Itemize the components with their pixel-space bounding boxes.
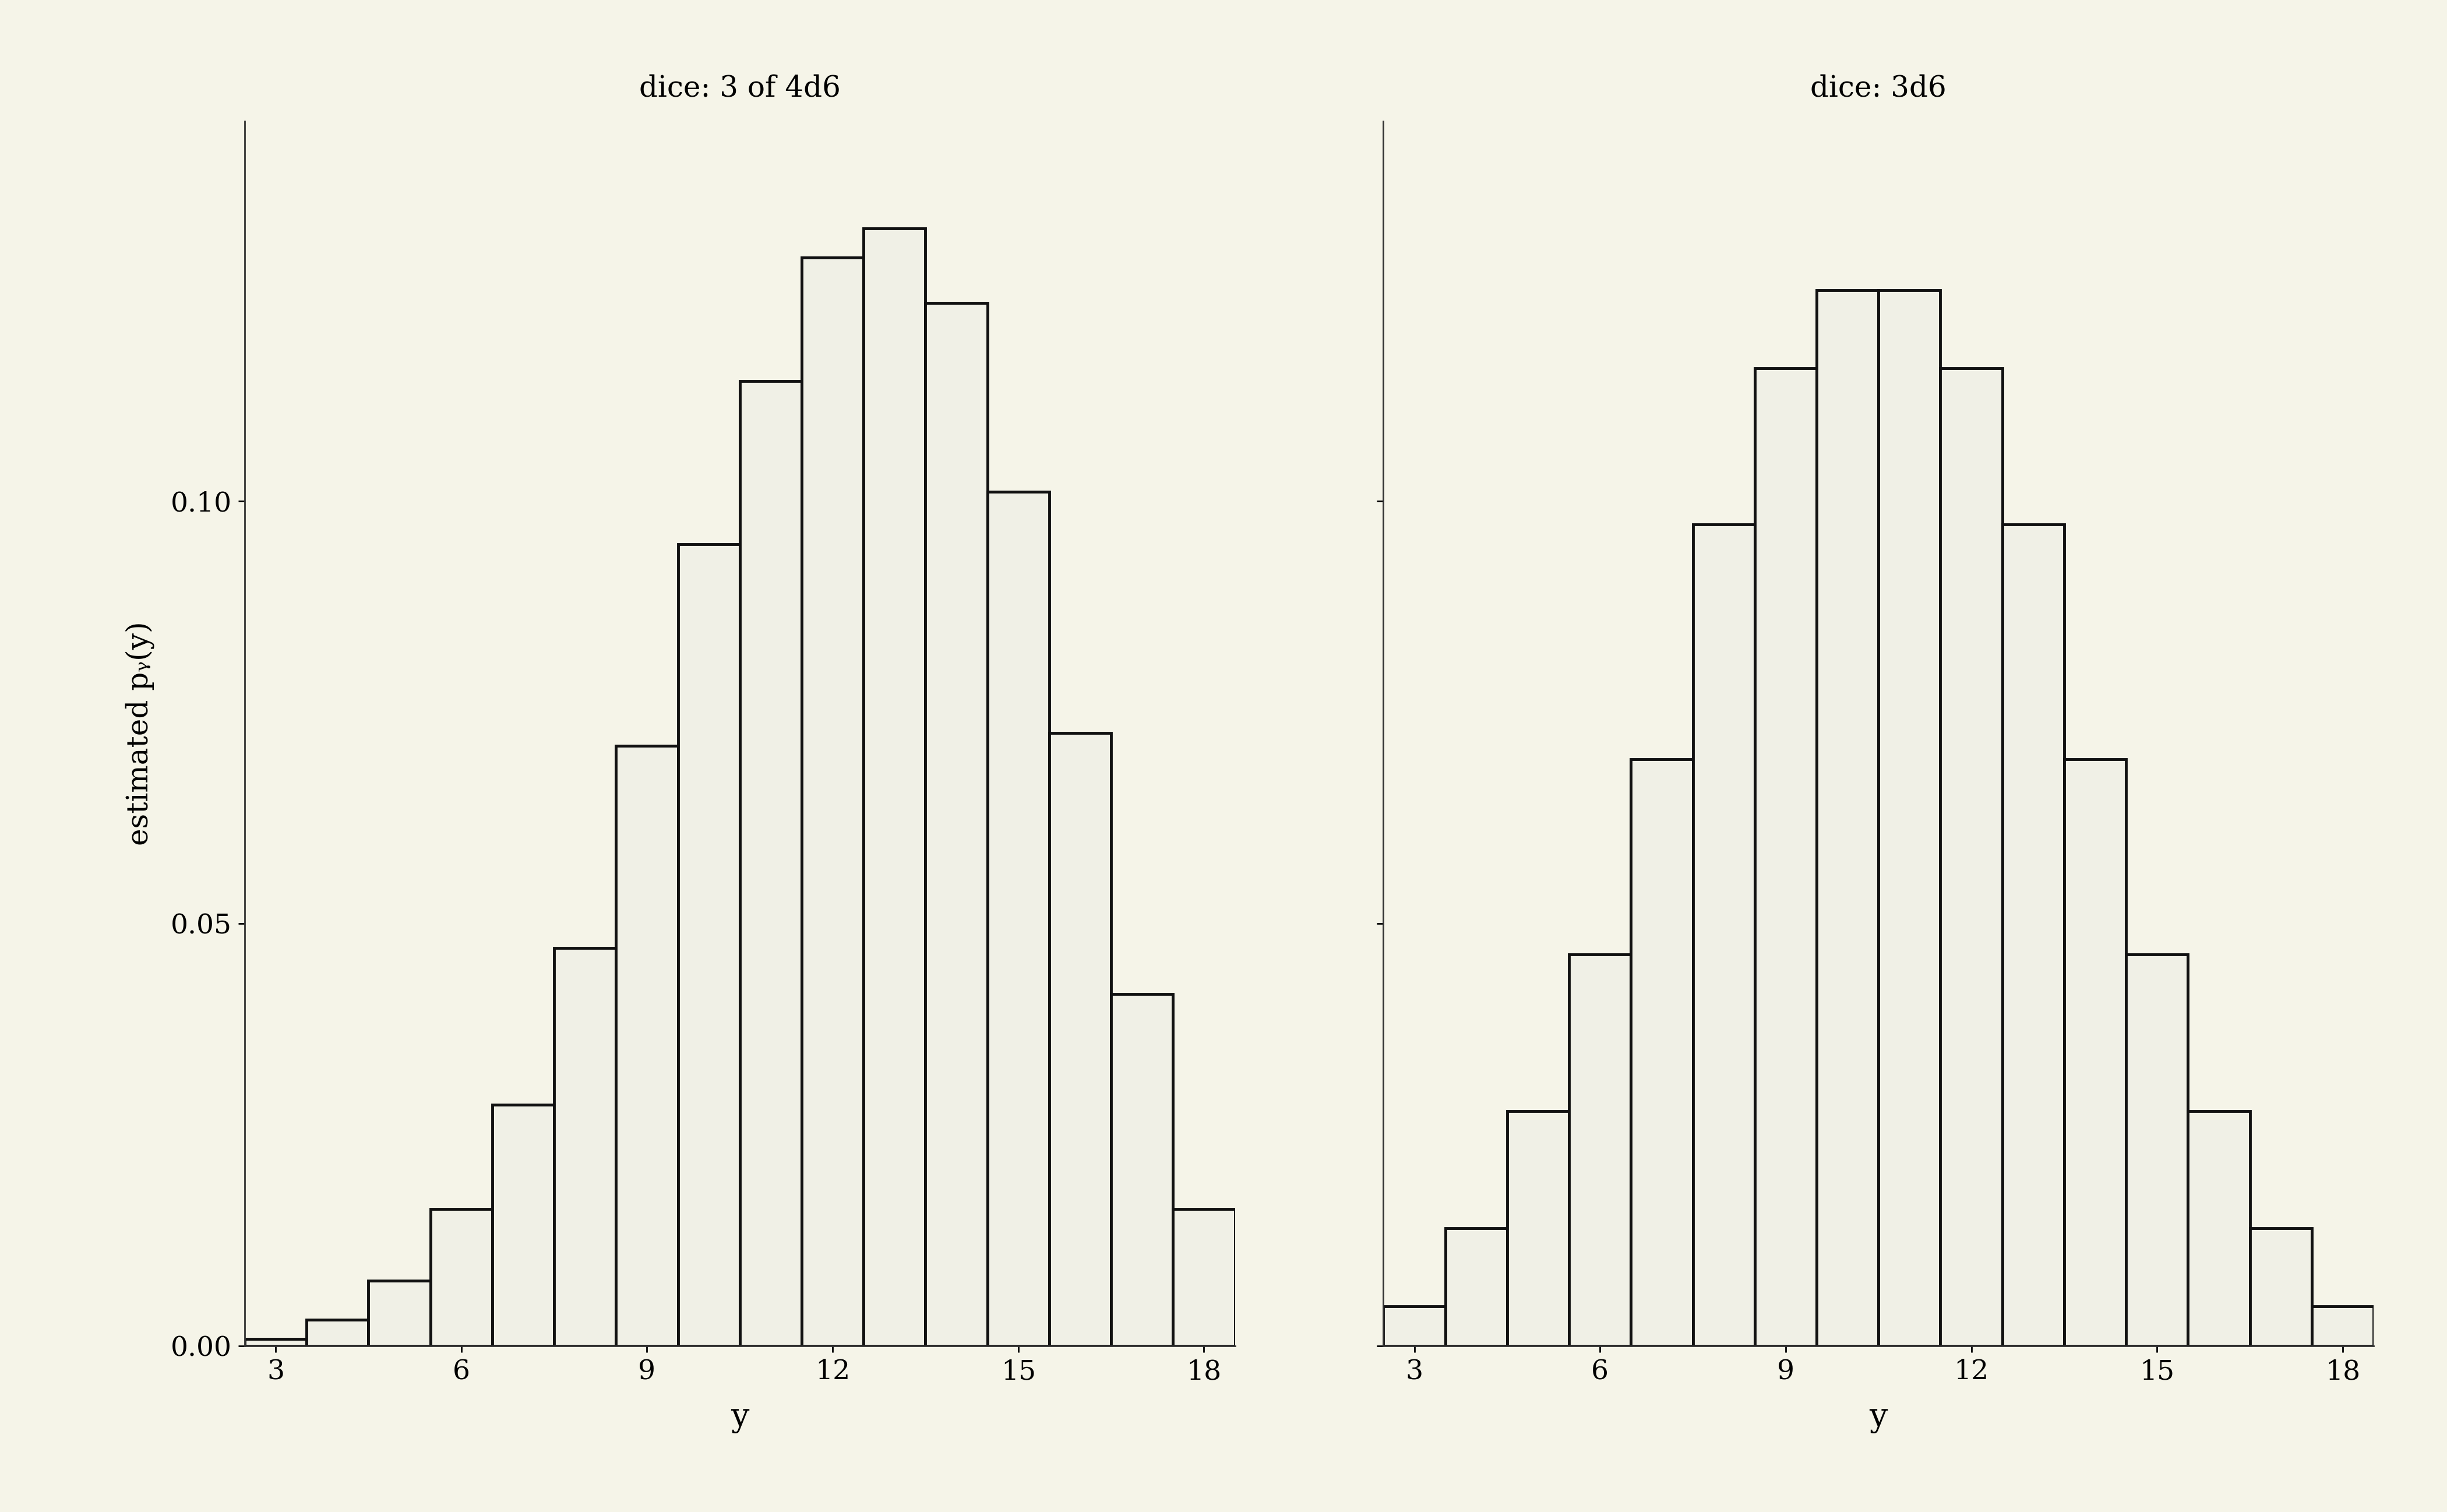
Bar xyxy=(1172,1208,1236,1346)
Bar xyxy=(1569,954,1632,1346)
Bar xyxy=(1446,1228,1507,1346)
Bar xyxy=(1940,367,2002,1346)
Bar xyxy=(1754,367,1816,1346)
Bar xyxy=(1632,759,1693,1346)
Bar xyxy=(553,948,617,1346)
Bar xyxy=(1879,290,1940,1346)
Bar xyxy=(431,1208,492,1346)
Bar xyxy=(1050,733,1111,1346)
Bar xyxy=(492,1105,553,1346)
Bar xyxy=(678,544,739,1346)
Bar xyxy=(2002,525,2065,1346)
Bar xyxy=(1507,1111,1569,1346)
Bar xyxy=(306,1320,369,1346)
Bar xyxy=(1383,1306,1446,1346)
Bar xyxy=(1816,290,1879,1346)
Bar xyxy=(1111,993,1172,1346)
Bar xyxy=(864,228,925,1346)
Bar xyxy=(803,257,864,1346)
Y-axis label: estimated pᵧ(y): estimated pᵧ(y) xyxy=(125,621,154,845)
Bar xyxy=(925,302,986,1346)
Bar xyxy=(2188,1111,2249,1346)
Bar xyxy=(986,491,1050,1346)
Bar xyxy=(739,381,803,1346)
Bar xyxy=(617,745,678,1346)
Bar xyxy=(2065,759,2126,1346)
Title: dice: 3d6: dice: 3d6 xyxy=(1811,74,1948,103)
X-axis label: y: y xyxy=(732,1402,749,1433)
Bar xyxy=(2126,954,2188,1346)
Bar xyxy=(245,1340,306,1346)
Bar xyxy=(369,1281,431,1346)
Title: dice: 3 of 4d6: dice: 3 of 4d6 xyxy=(639,74,842,103)
Bar xyxy=(2312,1306,2374,1346)
Bar xyxy=(2249,1228,2312,1346)
Bar xyxy=(1693,525,1754,1346)
X-axis label: y: y xyxy=(1870,1402,1887,1433)
